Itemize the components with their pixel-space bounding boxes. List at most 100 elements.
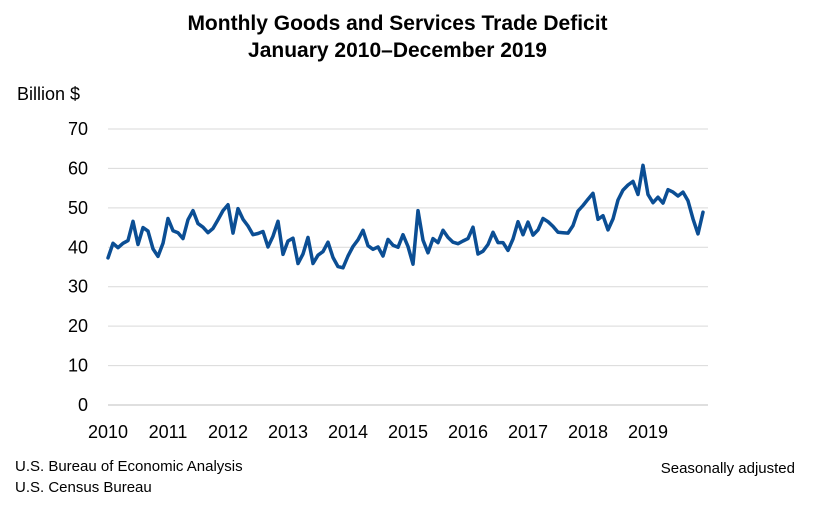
data-point: [241, 218, 245, 221]
data-point: [526, 220, 530, 224]
data-point: [641, 164, 645, 167]
x-tick-labels: 2010 2011 2012 2013 2014 2015 2016 2017 2018 2019: [88, 422, 668, 442]
data-point: [606, 228, 610, 232]
data-point: [166, 217, 170, 220]
data-point: [411, 263, 415, 266]
data-point: [436, 241, 440, 244]
data-point: [286, 239, 290, 243]
data-point: [556, 231, 560, 234]
chart-title: Monthly Goods and Services Trade Deficit…: [0, 10, 795, 64]
x-tick-2010: 2010: [88, 422, 128, 442]
data-point: [636, 193, 640, 196]
y-tick-30: 30: [68, 277, 88, 297]
x-tick-2014: 2014: [328, 422, 368, 442]
data-point: [496, 241, 500, 244]
data-point: [231, 231, 235, 235]
data-point: [401, 233, 405, 236]
y-axis-label: Billion $: [17, 84, 81, 104]
data-point: [451, 241, 455, 244]
data-point: [626, 183, 630, 187]
data-point: [476, 252, 480, 256]
data-point: [421, 239, 425, 242]
data-point: [541, 217, 545, 220]
data-point: [271, 235, 275, 238]
data-point: [671, 190, 675, 194]
data-point: [686, 199, 690, 202]
data-point: [361, 229, 365, 232]
data-point: [531, 233, 535, 237]
data-point: [631, 180, 635, 183]
x-tick-2016: 2016: [448, 422, 488, 442]
source-credits: U.S. Bureau of Economic Analysis U.S. Ce…: [15, 456, 243, 498]
data-point: [106, 256, 110, 260]
data-point: [521, 233, 525, 236]
data-point: [151, 247, 155, 251]
y-tick-60: 60: [68, 158, 88, 178]
data-point: [316, 254, 320, 257]
data-point: [356, 238, 360, 241]
data-point: [446, 236, 450, 239]
series-line: [106, 163, 705, 270]
data-point: [656, 196, 660, 199]
data-point: [596, 218, 600, 221]
data-point: [616, 198, 620, 202]
data-point: [336, 265, 340, 268]
data-point: [651, 201, 655, 204]
data-point: [691, 217, 695, 221]
data-point: [391, 244, 395, 247]
data-point: [171, 229, 175, 232]
data-point: [666, 188, 670, 191]
data-point: [586, 198, 590, 201]
data-point: [246, 224, 250, 228]
data-point: [236, 207, 240, 210]
y-tick-50: 50: [68, 198, 88, 218]
data-point: [341, 266, 345, 269]
data-point: [581, 204, 585, 207]
data-point: [466, 237, 470, 240]
data-point: [396, 246, 400, 249]
data-point: [371, 248, 375, 251]
data-point: [501, 241, 505, 244]
data-point: [516, 220, 520, 223]
y-tick-10: 10: [68, 356, 88, 376]
data-point: [161, 242, 165, 245]
data-point: [281, 253, 285, 256]
data-point: [216, 218, 220, 221]
data-point: [331, 256, 335, 259]
seasonal-note: Seasonally adjusted: [660, 460, 795, 477]
series-points: [106, 164, 705, 269]
data-point: [266, 245, 270, 249]
data-point: [471, 226, 475, 229]
data-point: [551, 225, 555, 228]
source-line-2: U.S. Census Bureau: [15, 479, 152, 496]
data-point: [176, 231, 180, 234]
data-point: [126, 239, 130, 242]
data-point: [211, 227, 215, 230]
data-point: [406, 245, 410, 248]
gridlines: [108, 128, 708, 406]
data-point: [511, 237, 515, 241]
data-point: [621, 188, 625, 192]
data-point: [136, 243, 140, 246]
data-point: [696, 232, 700, 236]
data-point: [256, 232, 260, 235]
data-point: [261, 230, 265, 233]
data-point: [296, 262, 300, 265]
source-line-1: U.S. Bureau of Economic Analysis: [15, 458, 243, 475]
data-point: [221, 209, 225, 212]
y-tick-0: 0: [78, 395, 88, 415]
data-point: [251, 233, 255, 236]
x-tick-2011: 2011: [149, 422, 188, 442]
data-point: [426, 251, 430, 254]
y-tick-70: 70: [68, 119, 88, 139]
data-point: [206, 231, 210, 234]
data-point: [291, 237, 295, 240]
data-point: [186, 218, 190, 221]
data-point: [321, 250, 325, 253]
data-point: [181, 237, 185, 240]
y-tick-labels: 0 10 20 30 40 50 60 70: [68, 119, 88, 415]
data-point: [676, 194, 680, 198]
x-tick-2019: 2019: [628, 422, 668, 442]
data-point: [591, 192, 595, 195]
